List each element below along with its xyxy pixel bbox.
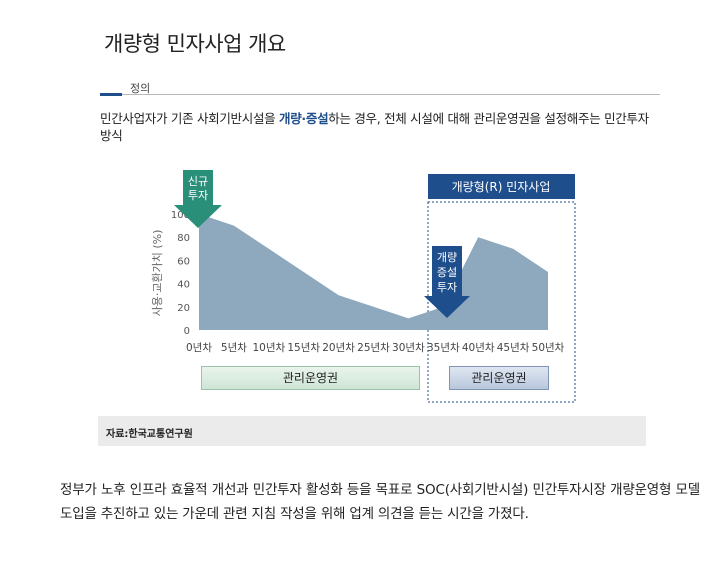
y-tick-label: 0 — [184, 326, 190, 337]
body-paragraph: 정부가 노후 인프라 효율적 개선과 민간투자 활성화 등을 목표로 SOC(사… — [60, 482, 700, 522]
y-tick-label: 100 — [171, 210, 190, 221]
section-label: 정의 — [130, 82, 151, 95]
section-divider — [122, 94, 660, 95]
definition-highlight: 개량·증설 — [279, 111, 329, 126]
y-tick-label: 40 — [177, 280, 190, 291]
y-tick-label: 60 — [177, 256, 190, 267]
page-title: 개량형 민자사업 개요 — [104, 32, 286, 56]
x-tick-label: 50년차 — [532, 342, 565, 354]
y-tick-label: 80 — [177, 233, 190, 244]
x-tick-label: 10년차 — [252, 342, 285, 354]
x-tick-label: 0년차 — [186, 342, 212, 354]
y-axis-label: 사용·교환가치 (%) — [151, 230, 164, 317]
new-investment-label-1: 신규 — [188, 175, 208, 188]
source-bar: 자료:한국교통연구원 — [98, 416, 646, 446]
x-tick-label: 45년차 — [497, 342, 530, 354]
management-rights-bar-2: 관리운영권 — [449, 366, 549, 390]
x-tick-label: 20년차 — [322, 342, 355, 354]
r-project-box — [427, 201, 576, 403]
section-header: 정의 — [100, 80, 660, 100]
r-project-box-title-bg — [428, 174, 575, 199]
management-rights-bar-1: 관리운영권 — [201, 366, 420, 390]
expansion-label-1: 개량 — [437, 251, 457, 264]
x-tick-label: 15년차 — [287, 342, 320, 354]
definition-after: 하는 경우, 전체 시설에 대해 관리운영권을 설정해주는 민간투자방식 — [100, 111, 649, 143]
y-tick-label: 20 — [177, 303, 190, 314]
r-project-box-title: 개량형(R) 민자사업 — [452, 180, 551, 194]
definition-text: 민간사업자가 기존 사회기반시설을 개량·증설하는 경우, 전체 시설에 대해 … — [100, 110, 660, 144]
expansion-label-3: 투자 — [437, 281, 457, 294]
x-tick-label: 35년차 — [427, 342, 460, 354]
x-tick-label: 30년차 — [392, 342, 425, 354]
value-area — [199, 214, 548, 330]
x-tick-label: 5년차 — [221, 342, 247, 354]
expansion-label-2: 증설 — [437, 266, 457, 279]
x-tick-label: 40년차 — [462, 342, 495, 354]
new-investment-arrow: 신규 투자 — [174, 170, 222, 228]
new-investment-label-2: 투자 — [188, 189, 208, 202]
source-text: 자료:한국교통연구원 — [106, 429, 193, 440]
x-tick-label: 25년차 — [357, 342, 390, 354]
expansion-investment-arrow: 개량 증설 투자 — [424, 246, 470, 318]
definition-before: 민간사업자가 기존 사회기반시설을 — [100, 111, 280, 126]
section-accent-bar — [100, 93, 122, 96]
